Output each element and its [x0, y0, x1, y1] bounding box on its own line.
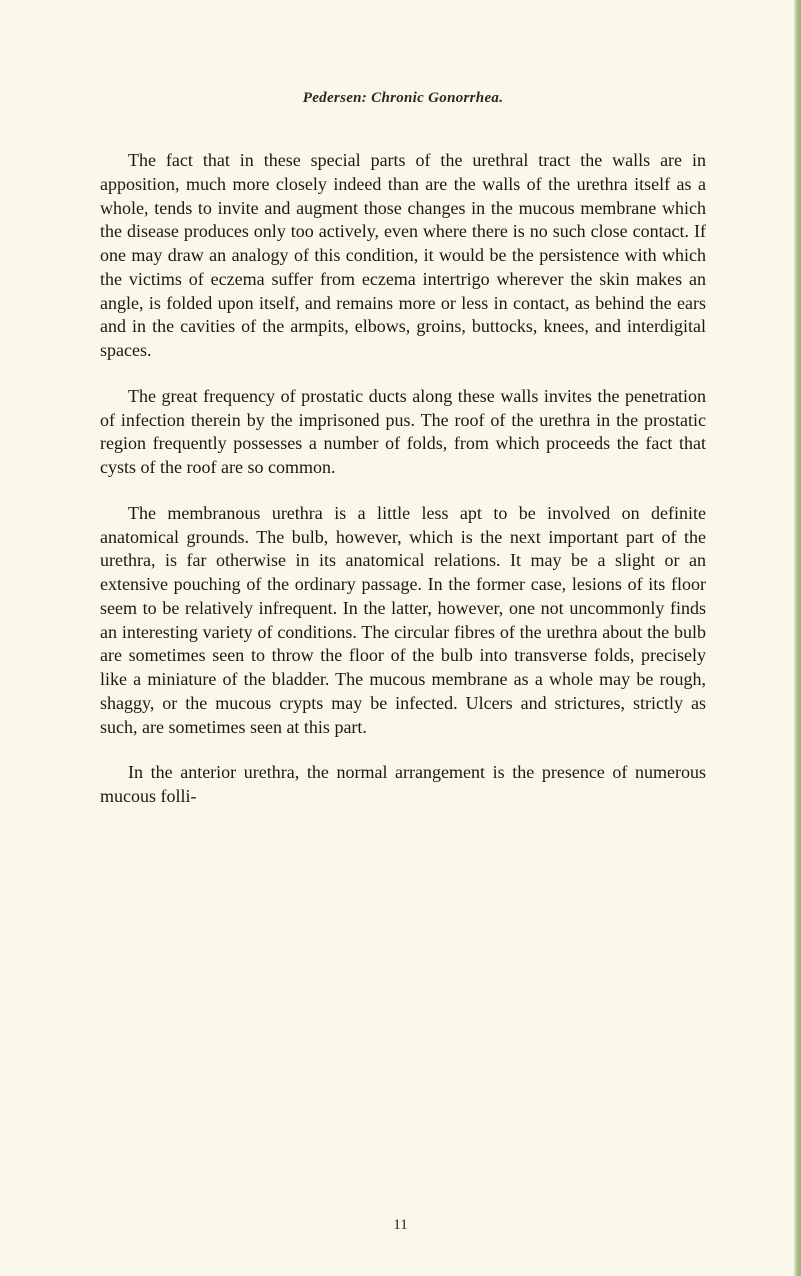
page-header: Pedersen: Chronic Gonorrhea. [100, 90, 706, 107]
body-paragraph: The membranous urethra is a little less … [100, 502, 706, 740]
page-number: 11 [0, 1217, 801, 1234]
body-paragraph: In the anterior urethra, the normal arra… [100, 761, 706, 809]
body-paragraph: The great frequency of prostatic ducts a… [100, 385, 706, 480]
document-page: Pedersen: Chronic Gonorrhea. The fact th… [0, 0, 801, 1276]
body-paragraph: The fact that in these special parts of … [100, 149, 706, 363]
page-edge-decoration [793, 0, 801, 1276]
